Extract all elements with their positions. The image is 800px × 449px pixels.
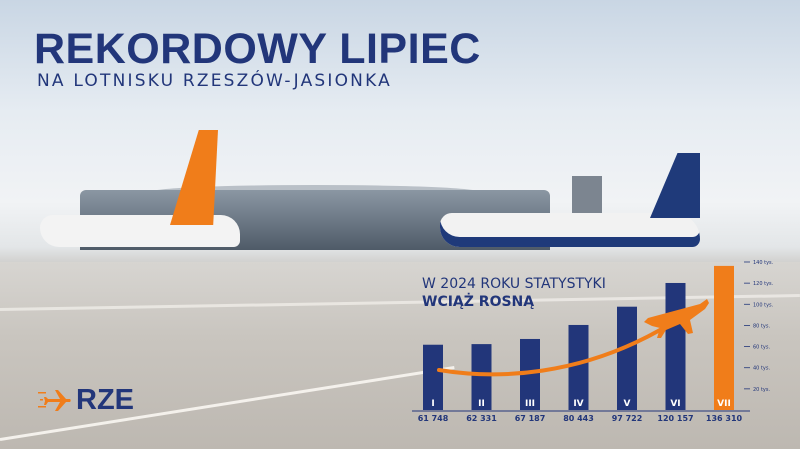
bar — [714, 265, 734, 410]
flight-path-swoosh — [437, 328, 662, 377]
category-label: II — [478, 399, 485, 409]
y-tick-label: 80 tys. — [753, 323, 770, 329]
category-label: IV — [573, 399, 583, 409]
control-tower — [572, 176, 602, 216]
logo-text: RZE — [76, 384, 134, 416]
bar — [471, 344, 492, 410]
plane-logo-icon — [38, 390, 71, 411]
bar — [617, 306, 637, 410]
y-tick-label: 40 tys. — [753, 366, 770, 372]
bar — [568, 324, 589, 410]
category-label: VI — [670, 399, 680, 409]
bar — [665, 282, 686, 410]
value-label: 62 331 — [466, 414, 497, 423]
blue-tail-aircraft — [440, 213, 700, 247]
airplane-icon — [644, 299, 709, 338]
page-title: REKORDOWY LIPIEC — [34, 25, 481, 73]
page-subtitle: NA LOTNISKU RZESZÓW-JASIONKA — [37, 71, 392, 91]
value-label: 80 443 — [563, 414, 594, 423]
value-label: 97 722 — [612, 414, 643, 423]
category-label: I — [431, 399, 434, 409]
y-tick-label: 120 tys. — [753, 281, 774, 287]
bar — [423, 344, 443, 410]
bar — [520, 338, 540, 410]
y-tick-label: 20 tys. — [753, 387, 770, 393]
value-label: 136 310 — [706, 414, 743, 423]
category-label: VII — [717, 399, 731, 409]
rze-logo: RZE — [38, 384, 134, 416]
value-label: 120 157 — [657, 414, 693, 423]
y-tick-label: 100 tys. — [753, 302, 774, 308]
category-label: III — [525, 399, 535, 409]
value-label: 61 748 — [418, 414, 449, 423]
chart-heading-line1: W 2024 ROKU STATYSTYKI — [422, 276, 606, 292]
value-label: 67 187 — [515, 414, 546, 423]
y-tick-label: 60 tys. — [753, 345, 770, 351]
y-tick-label: 140 tys. — [753, 260, 774, 266]
category-label: V — [624, 399, 631, 409]
chart-heading-line2: WCIĄŻ ROSNĄ — [422, 294, 535, 310]
